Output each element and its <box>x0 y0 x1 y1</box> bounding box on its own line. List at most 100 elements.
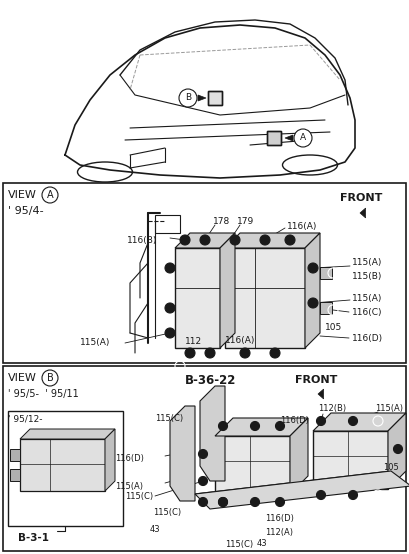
Circle shape <box>198 497 207 506</box>
Circle shape <box>276 497 285 506</box>
Polygon shape <box>313 413 406 431</box>
Bar <box>3 183 406 363</box>
Text: 116(B): 116(B) <box>127 237 157 245</box>
Text: VIEW: VIEW <box>8 190 37 200</box>
Circle shape <box>250 422 259 430</box>
Text: 179: 179 <box>237 217 254 225</box>
Circle shape <box>198 476 207 485</box>
Text: 112(B): 112(B) <box>318 404 346 413</box>
Text: 43: 43 <box>150 525 161 534</box>
Text: 115(A): 115(A) <box>352 258 382 266</box>
Text: FRONT: FRONT <box>295 375 337 385</box>
Bar <box>208 91 222 105</box>
Polygon shape <box>215 418 308 436</box>
Bar <box>208 91 222 105</box>
Text: VIEW: VIEW <box>8 373 37 383</box>
Circle shape <box>198 449 207 459</box>
Text: A: A <box>47 190 53 200</box>
Bar <box>225 248 305 348</box>
Circle shape <box>317 417 326 425</box>
Bar <box>267 131 281 145</box>
Text: 116(D): 116(D) <box>352 334 383 342</box>
Text: 115(A): 115(A) <box>375 403 403 413</box>
Text: 116(D): 116(D) <box>265 515 294 524</box>
Polygon shape <box>305 233 320 348</box>
Circle shape <box>393 444 402 454</box>
Polygon shape <box>198 95 206 101</box>
Text: 115(A): 115(A) <box>352 294 382 302</box>
Polygon shape <box>290 418 308 494</box>
Text: 178: 178 <box>213 217 230 225</box>
Circle shape <box>165 303 175 313</box>
Polygon shape <box>170 406 195 501</box>
Bar <box>267 131 281 145</box>
Circle shape <box>165 263 175 273</box>
Polygon shape <box>20 429 115 439</box>
Circle shape <box>250 497 259 506</box>
Circle shape <box>165 328 175 338</box>
Text: 112: 112 <box>185 336 202 346</box>
Bar <box>215 436 290 494</box>
Bar <box>10 449 20 461</box>
Text: 116(C): 116(C) <box>352 307 382 316</box>
Circle shape <box>240 348 250 358</box>
Circle shape <box>185 348 195 358</box>
Text: 116(A): 116(A) <box>287 223 317 232</box>
Bar <box>313 431 388 489</box>
Circle shape <box>179 89 197 107</box>
Circle shape <box>180 235 190 245</box>
Circle shape <box>200 235 210 245</box>
Text: B-3-1: B-3-1 <box>18 533 49 543</box>
Polygon shape <box>285 135 293 141</box>
Text: 115(A): 115(A) <box>115 481 143 490</box>
Bar <box>320 302 332 314</box>
Bar <box>8 411 123 526</box>
Bar <box>320 267 332 279</box>
Text: ' 95/12-: ' 95/12- <box>8 414 43 423</box>
Circle shape <box>285 235 295 245</box>
Bar <box>3 366 406 551</box>
Text: B-36-22: B-36-22 <box>185 373 236 387</box>
Text: ' 95/4-: ' 95/4- <box>8 206 44 216</box>
Text: 115(B): 115(B) <box>352 271 382 280</box>
Text: A: A <box>300 134 306 142</box>
Circle shape <box>42 187 58 203</box>
Text: 115(C): 115(C) <box>225 540 253 548</box>
Circle shape <box>205 348 215 358</box>
Text: 115(C): 115(C) <box>155 413 183 423</box>
Text: 116(A): 116(A) <box>225 336 255 346</box>
Text: 115(C): 115(C) <box>125 491 153 500</box>
Circle shape <box>348 490 357 500</box>
Text: B: B <box>47 373 54 383</box>
Text: 105: 105 <box>325 324 342 332</box>
Polygon shape <box>318 389 324 399</box>
Circle shape <box>260 235 270 245</box>
Bar <box>10 469 20 481</box>
Polygon shape <box>360 208 366 218</box>
Circle shape <box>348 417 357 425</box>
Bar <box>20 439 105 491</box>
Bar <box>175 248 220 348</box>
Polygon shape <box>225 233 320 248</box>
Circle shape <box>276 422 285 430</box>
Polygon shape <box>175 233 235 248</box>
Polygon shape <box>105 429 115 491</box>
Bar <box>155 215 180 233</box>
Polygon shape <box>388 413 406 489</box>
Circle shape <box>218 422 227 430</box>
Circle shape <box>218 497 227 506</box>
Polygon shape <box>195 471 409 509</box>
Circle shape <box>308 298 318 308</box>
Circle shape <box>317 490 326 500</box>
Text: 105: 105 <box>383 464 399 473</box>
Text: 112(A): 112(A) <box>265 527 293 536</box>
Circle shape <box>270 348 280 358</box>
Text: 115(A): 115(A) <box>80 338 110 347</box>
Polygon shape <box>200 386 225 481</box>
Circle shape <box>230 235 240 245</box>
Circle shape <box>42 370 58 386</box>
Text: 43: 43 <box>257 540 267 548</box>
Text: 116(D): 116(D) <box>115 454 144 464</box>
Circle shape <box>308 263 318 273</box>
Text: FRONT: FRONT <box>340 193 382 203</box>
